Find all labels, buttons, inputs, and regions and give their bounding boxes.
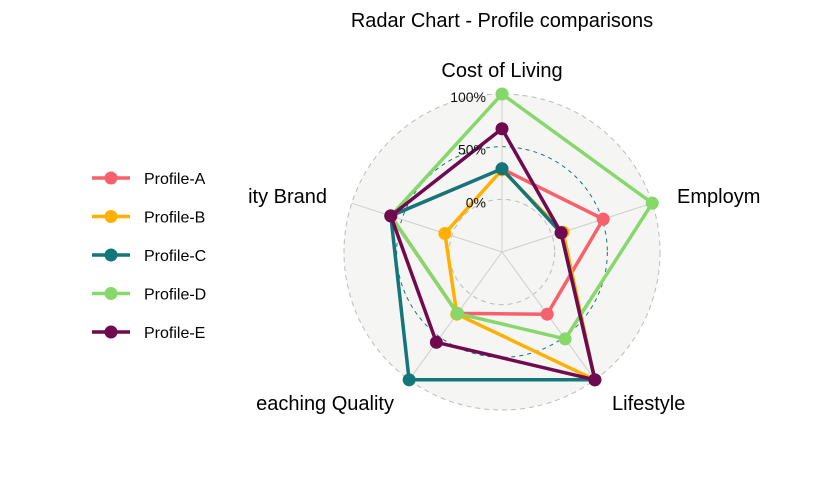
legend-item-profile-c: Profile-C: [92, 248, 206, 265]
axis-label-cost-of-living: Cost of Living: [441, 60, 562, 82]
tick-label-layer: 0% 50% 100%: [450, 89, 486, 210]
legend: Profile-A Profile-B Profile-C Profile-D: [92, 171, 206, 342]
grid-spoke-1: [501, 202, 653, 253]
data-point: [438, 226, 452, 240]
data-point: [645, 196, 659, 210]
data-point: [450, 306, 464, 320]
tick-label-100: 100%: [450, 89, 486, 105]
grid-spoke-4: [351, 202, 503, 253]
data-point: [495, 122, 509, 136]
legend-label: Profile-B: [144, 210, 205, 227]
legend-swatch-marker: [104, 287, 118, 300]
grid-layer: [343, 93, 661, 411]
legend-label: Profile-C: [144, 248, 206, 265]
data-point: [429, 335, 443, 349]
legend-swatch-marker: [104, 210, 118, 223]
data-point: [384, 209, 398, 223]
legend-label: Profile-E: [144, 325, 205, 342]
data-point: [558, 332, 572, 346]
axis-label-employment: Employm: [677, 186, 760, 208]
legend-item-profile-e: Profile-E: [92, 325, 205, 342]
series-profile-e: [384, 122, 602, 387]
axis-label-university-brand: ity Brand: [248, 186, 327, 208]
chart-title: Radar Chart - Profile comparisons: [351, 10, 653, 32]
axis-label-teaching-quality: eaching Quality: [256, 393, 394, 415]
data-point: [402, 373, 416, 387]
series-line: [389, 167, 597, 382]
legend-item-profile-d: Profile-D: [92, 287, 206, 304]
series-layer: [384, 87, 659, 387]
legend-swatch-marker: [104, 248, 118, 262]
legend-swatch-marker: [104, 171, 118, 185]
axis-label-lifestyle: Lifestyle: [612, 393, 685, 415]
series-line: [389, 127, 597, 382]
data-point: [495, 87, 509, 101]
axis-label-layer: Cost of Living Employm Lifestyle eaching…: [248, 60, 760, 415]
tick-label-0: 0%: [466, 194, 486, 210]
legend-swatch-marker: [104, 325, 118, 339]
legend-label: Profile-A: [144, 171, 206, 188]
legend-item-profile-b: Profile-B: [92, 210, 205, 227]
data-point: [588, 373, 602, 387]
tick-label-50: 50%: [458, 142, 486, 158]
legend-label: Profile-D: [144, 287, 206, 304]
data-point: [554, 226, 568, 240]
data-point: [540, 307, 554, 321]
legend-item-profile-a: Profile-A: [92, 171, 206, 188]
series-line: [389, 92, 655, 341]
data-point: [495, 162, 509, 176]
data-point: [596, 212, 610, 226]
grid-circle-50: [396, 146, 608, 358]
